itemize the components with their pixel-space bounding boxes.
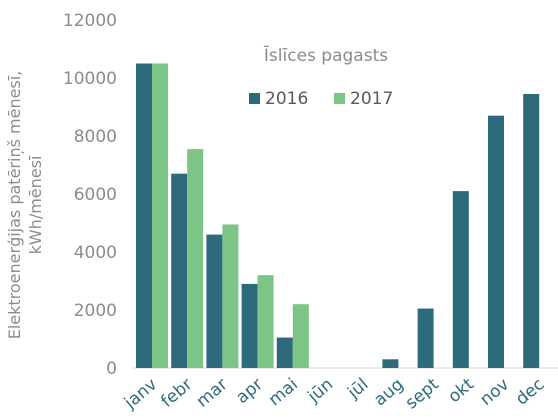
legend-label-2017: 2017	[350, 89, 393, 109]
x-tick-label: nov	[476, 375, 513, 410]
x-tick-label: aug	[370, 375, 407, 411]
bar-2017-mar	[222, 224, 239, 368]
x-tick-label: jūn	[303, 375, 337, 408]
bars	[136, 63, 540, 368]
bar-2016-mar	[206, 234, 223, 368]
y-tick-label: 2000	[74, 301, 117, 321]
legend-swatch-2017	[334, 93, 345, 104]
y-tick-label: 4000	[74, 243, 117, 263]
x-tick-label: okt	[445, 374, 479, 407]
bar-2016-febr	[171, 173, 188, 368]
bar-2016-mai	[276, 337, 293, 368]
x-tick-label: dec	[512, 375, 548, 410]
y-tick-label: 10000	[63, 69, 117, 89]
legend-label-2016: 2016	[265, 89, 308, 109]
bar-2016-aug	[382, 359, 399, 368]
bar-2016-dec	[523, 93, 540, 368]
y-axis-label-line-2: kWh/mēnesī	[26, 155, 45, 254]
x-tick-label: apr	[232, 375, 266, 408]
bar-2016-apr	[241, 283, 258, 368]
bar-2017-febr	[187, 149, 204, 368]
x-tick-label: febr	[157, 375, 196, 412]
bar-2016-janv	[136, 63, 152, 368]
chart-title: Īslīces pagasts	[264, 44, 388, 66]
y-axis-label: Elektroenerģijas patēriņš mēnesī, kWh/mē…	[5, 71, 45, 340]
y-tick-label: 6000	[74, 185, 117, 205]
y-tick-label: 8000	[74, 127, 117, 147]
x-tick-label: mar	[193, 375, 232, 412]
y-axis-label-line-1: Elektroenerģijas patēriņš mēnesī,	[5, 71, 24, 340]
bar-2016-okt	[452, 191, 469, 368]
y-tick-label: 12000	[63, 11, 117, 31]
y-axis-ticks: 0 2000 4000 6000 8000 10000 12000	[63, 11, 117, 379]
x-tick-label: mai	[265, 375, 302, 411]
bar-2017-janv	[152, 63, 168, 368]
y-tick-label: 0	[106, 359, 117, 379]
bar-2016-sept	[417, 308, 434, 368]
x-tick-label: janv	[120, 375, 161, 414]
legend: 2016 2017	[249, 89, 393, 109]
legend-swatch-2016	[249, 93, 260, 104]
bar-2016-nov	[488, 115, 504, 368]
x-tick-label: sept	[402, 374, 443, 413]
bar-2017-apr	[257, 275, 274, 368]
x-tick-label: jūl	[343, 375, 372, 404]
bar-2017-mai	[292, 304, 309, 368]
